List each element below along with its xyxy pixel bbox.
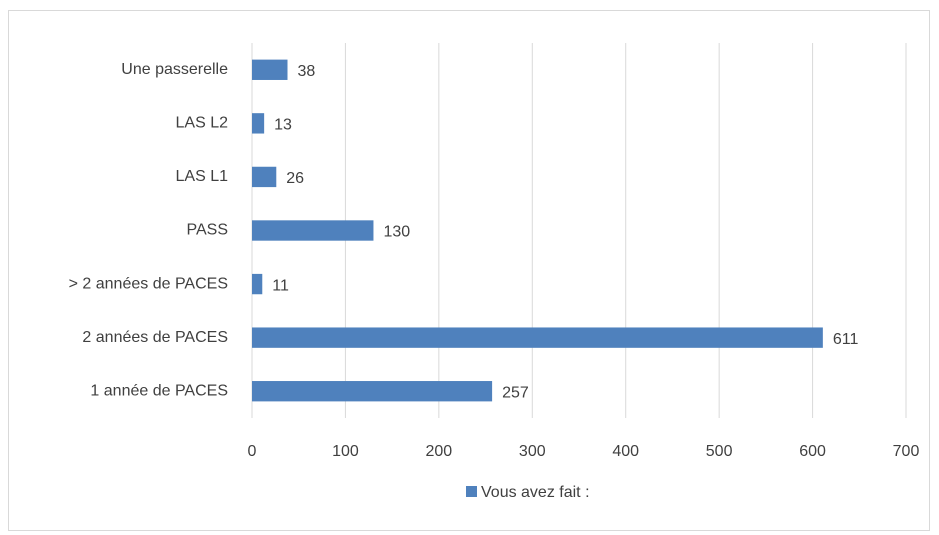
data-label: 130 bbox=[383, 224, 410, 241]
y-tick-label: Une passerelle bbox=[121, 61, 228, 78]
bar bbox=[252, 220, 374, 241]
bar bbox=[252, 381, 493, 402]
legend-swatch bbox=[466, 486, 477, 497]
data-label: 38 bbox=[298, 63, 316, 80]
y-tick-label: PASS bbox=[187, 222, 229, 239]
x-tick-label: 300 bbox=[519, 443, 546, 460]
y-tick-label: LAS L1 bbox=[176, 168, 229, 185]
x-tick-label: 500 bbox=[706, 443, 733, 460]
x-tick-label: 400 bbox=[612, 443, 639, 460]
x-tick-label: 0 bbox=[248, 443, 257, 460]
bar bbox=[252, 327, 823, 348]
y-tick-label: LAS L2 bbox=[176, 115, 229, 132]
bar bbox=[252, 59, 288, 80]
x-tick-label: 100 bbox=[332, 443, 359, 460]
chart-border bbox=[8, 10, 930, 531]
data-label: 611 bbox=[833, 331, 859, 348]
data-label: 26 bbox=[286, 170, 304, 187]
data-label: 11 bbox=[272, 277, 289, 294]
x-tick-label: 700 bbox=[893, 443, 920, 460]
x-tick-label: 200 bbox=[426, 443, 453, 460]
bar bbox=[252, 113, 265, 134]
legend-label: Vous avez fait : bbox=[481, 484, 590, 501]
y-tick-label: > 2 années de PACES bbox=[69, 275, 228, 292]
data-label: 257 bbox=[502, 384, 529, 401]
bar bbox=[252, 273, 263, 295]
y-tick-label: 1 année de PACES bbox=[90, 382, 228, 399]
y-tick-label: 2 années de PACES bbox=[82, 329, 228, 346]
bar bbox=[252, 166, 277, 188]
x-tick-label: 600 bbox=[799, 443, 826, 460]
data-label: 13 bbox=[274, 117, 292, 134]
